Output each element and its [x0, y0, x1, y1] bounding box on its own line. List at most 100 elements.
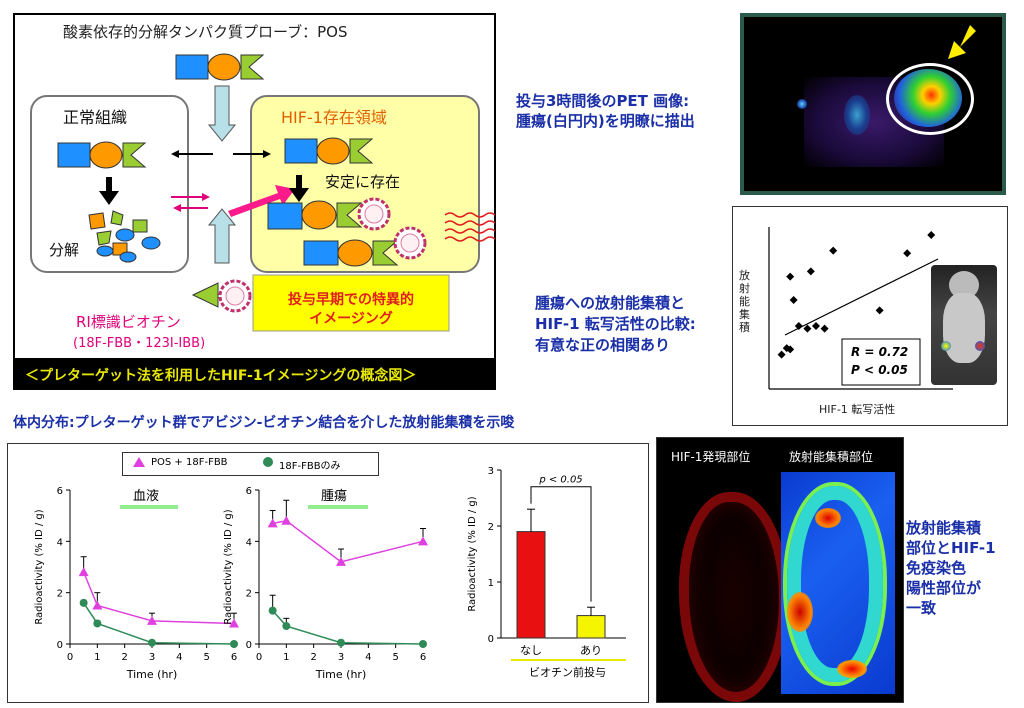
ri-biotin-label: RI標識ビオチン: [76, 313, 181, 331]
y-tick-label: 4: [57, 537, 63, 548]
scatter-point: [927, 231, 936, 239]
concept-caption: ＜プレターゲット法を利用したHIF-1イメージングの概念図＞: [25, 368, 417, 384]
degraded-fragments: [88, 210, 161, 263]
early-imaging-line2: イメージング: [309, 311, 393, 327]
x-tick-label: 1: [94, 652, 100, 663]
histo-desc-line: 放射能集積: [906, 519, 982, 537]
scatter-point: [812, 322, 820, 330]
x-tick-label: 5: [203, 652, 209, 663]
bar: [516, 531, 546, 639]
histo-left-label: HIF-1発現部位: [671, 450, 751, 464]
scatter-point: [782, 344, 791, 353]
x-tick-label: 0: [67, 652, 73, 663]
x-tick-label: 6: [231, 652, 237, 663]
complex-2: [303, 226, 427, 267]
data-point: [282, 622, 291, 631]
bar-category-label: なし: [520, 644, 542, 657]
y-tick-label: 0: [57, 640, 63, 651]
y-tick-label: 6: [246, 486, 252, 497]
tumor-circle: [886, 63, 974, 135]
scatter-point: [786, 345, 795, 354]
x-tick-label: 4: [176, 652, 182, 663]
data-point: [147, 615, 157, 625]
scatter-point: [820, 324, 829, 333]
series-line: [272, 520, 424, 563]
stable-label: 安定に存在: [325, 173, 401, 191]
data-point: [336, 556, 346, 566]
histo-right-label: 放射能集積部位: [789, 450, 874, 464]
legend-pos: POS + 18F-FBB: [151, 457, 228, 468]
mouse-image: [931, 265, 997, 385]
series-line: [83, 602, 235, 645]
x-tick-label: 2: [121, 652, 127, 663]
scatter-point: [829, 246, 838, 255]
chart-title: 血液: [133, 489, 159, 504]
histology-panel: HIF-1発現部位 放射能集積部位: [656, 437, 904, 703]
early-imaging-line1: 投与早期での特異的: [288, 292, 414, 308]
emission-waves: [444, 212, 496, 242]
data-point: [93, 619, 102, 628]
corr-r-value: R = 0.72: [851, 345, 909, 359]
data-point: [79, 598, 88, 607]
hif-stain-image: [665, 472, 789, 702]
complex-1: [267, 197, 391, 231]
correlation-panel: 放射能集積 HIF-1 転写活性 R = 0.72 P < 0.05: [732, 206, 1008, 426]
x-tick-label: 1: [283, 652, 289, 663]
data-point: [230, 640, 238, 648]
histo-desc-line: 陽性部位が: [906, 579, 982, 597]
y-tick-label: 4: [246, 537, 252, 548]
bar-y-tick-label: 0: [488, 634, 494, 645]
ri-biotin: [191, 279, 252, 313]
y-tick-label: 0: [246, 640, 252, 651]
x-tick-label: 2: [310, 652, 316, 663]
data-point: [92, 600, 103, 610]
legend-marker-pos: [133, 457, 145, 467]
corr-p-value: P < 0.05: [851, 363, 908, 377]
bar-category-label: あり: [580, 644, 602, 657]
series-line: [272, 610, 424, 645]
x-tick-label: 3: [149, 652, 155, 663]
pos-probe-normal: [57, 141, 147, 169]
scatter-point: [786, 272, 795, 281]
bar-y-tick-label: 1: [488, 578, 494, 589]
hif-region-label: HIF-1存在領域: [281, 108, 387, 127]
x-tick-label: 4: [365, 652, 371, 663]
data-point: [268, 606, 277, 615]
data-point: [281, 515, 292, 525]
data-point: [267, 518, 278, 528]
scatter-point: [806, 267, 815, 276]
sig-label: p < 0.05: [538, 474, 582, 485]
histo-desc-line: 一致: [906, 599, 937, 617]
concept-diagram: [15, 15, 496, 358]
concept-title: 酸素依存的分解タンパク質プローブ：POS: [63, 23, 348, 41]
y-tick-label: 2: [246, 589, 252, 600]
data-point: [419, 640, 427, 648]
bar-y-tick-label: 2: [488, 522, 494, 533]
scatter-point: [875, 306, 884, 315]
pos-probe-hif: [284, 137, 374, 165]
biodist-title: 体内分布:プレターゲット群でアビジン-ビオチン結合を介した放射能集積を示唆: [13, 415, 515, 431]
pet-description-2: 腫瘍(白円内)を明瞭に描出: [516, 112, 695, 130]
corr-description-3: 有意な正の相関あり: [535, 336, 671, 354]
bar: [576, 615, 606, 639]
regression-line: [784, 258, 939, 336]
corr-ylabel: 放射能集積: [739, 269, 750, 334]
scatter-point: [794, 322, 803, 330]
corr-description-2: HIF-1 転写活性の比較:: [535, 315, 696, 333]
histo-desc-line: 部位とHIF-1: [906, 539, 996, 557]
x-tick-label: 3: [338, 652, 344, 663]
x-axis-label: Time (hr): [315, 668, 367, 681]
yellow-arrow-icon: [948, 25, 976, 59]
x-tick-label: 5: [392, 652, 398, 663]
down-arrow-top: [207, 85, 237, 142]
x-axis-label: Time (hr): [126, 668, 178, 681]
y-tick-label: 2: [57, 589, 63, 600]
y-tick-label: 6: [57, 486, 63, 497]
bar-y-tick-label: 3: [488, 466, 494, 477]
scatter-point: [803, 324, 812, 333]
pos-probe-top: [175, 53, 265, 81]
biodist-panel: POS + 18F-FBB 18F-FBBのみ 0 2 4 6 0 1 2 3 4 5 6 Time …: [7, 443, 649, 703]
chart-title: 腫瘍: [321, 488, 347, 504]
y-axis-label: Radioactivity (% ID / g): [223, 509, 234, 624]
